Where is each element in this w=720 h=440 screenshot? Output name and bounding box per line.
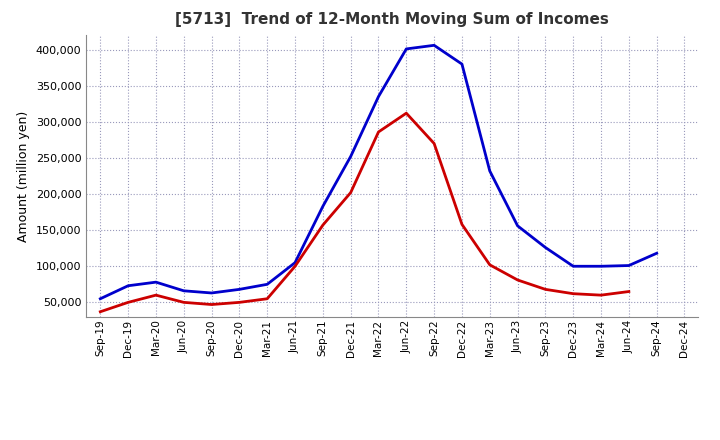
Y-axis label: Amount (million yen): Amount (million yen) — [17, 110, 30, 242]
Ordinary Income — [652, 251, 661, 256]
Net Income — [569, 291, 577, 296]
Ordinary Income — [318, 204, 327, 209]
Net Income — [124, 300, 132, 305]
Net Income — [597, 293, 606, 298]
Ordinary Income — [179, 288, 188, 293]
Net Income — [374, 129, 383, 135]
Net Income — [624, 289, 633, 294]
Net Income — [541, 287, 550, 292]
Ordinary Income — [430, 43, 438, 48]
Ordinary Income — [346, 154, 355, 159]
Ordinary Income — [402, 46, 410, 51]
Net Income — [96, 309, 104, 315]
Ordinary Income — [291, 260, 300, 265]
Net Income — [458, 222, 467, 227]
Net Income — [318, 223, 327, 228]
Net Income — [513, 277, 522, 282]
Net Income — [485, 262, 494, 268]
Ordinary Income — [485, 169, 494, 174]
Ordinary Income — [513, 223, 522, 228]
Ordinary Income — [263, 282, 271, 287]
Ordinary Income — [96, 296, 104, 301]
Ordinary Income — [624, 263, 633, 268]
Ordinary Income — [597, 264, 606, 269]
Title: [5713]  Trend of 12-Month Moving Sum of Incomes: [5713] Trend of 12-Month Moving Sum of I… — [176, 12, 609, 27]
Ordinary Income — [569, 264, 577, 269]
Ordinary Income — [152, 279, 161, 285]
Net Income — [291, 264, 300, 269]
Line: Net Income: Net Income — [100, 113, 629, 312]
Ordinary Income — [124, 283, 132, 288]
Ordinary Income — [207, 290, 216, 296]
Net Income — [152, 293, 161, 298]
Line: Ordinary Income: Ordinary Income — [100, 45, 657, 299]
Net Income — [402, 110, 410, 116]
Net Income — [207, 302, 216, 307]
Net Income — [430, 141, 438, 146]
Ordinary Income — [374, 94, 383, 99]
Net Income — [179, 300, 188, 305]
Ordinary Income — [458, 62, 467, 67]
Net Income — [346, 190, 355, 195]
Ordinary Income — [541, 245, 550, 250]
Ordinary Income — [235, 287, 243, 292]
Net Income — [263, 296, 271, 301]
Net Income — [235, 300, 243, 305]
